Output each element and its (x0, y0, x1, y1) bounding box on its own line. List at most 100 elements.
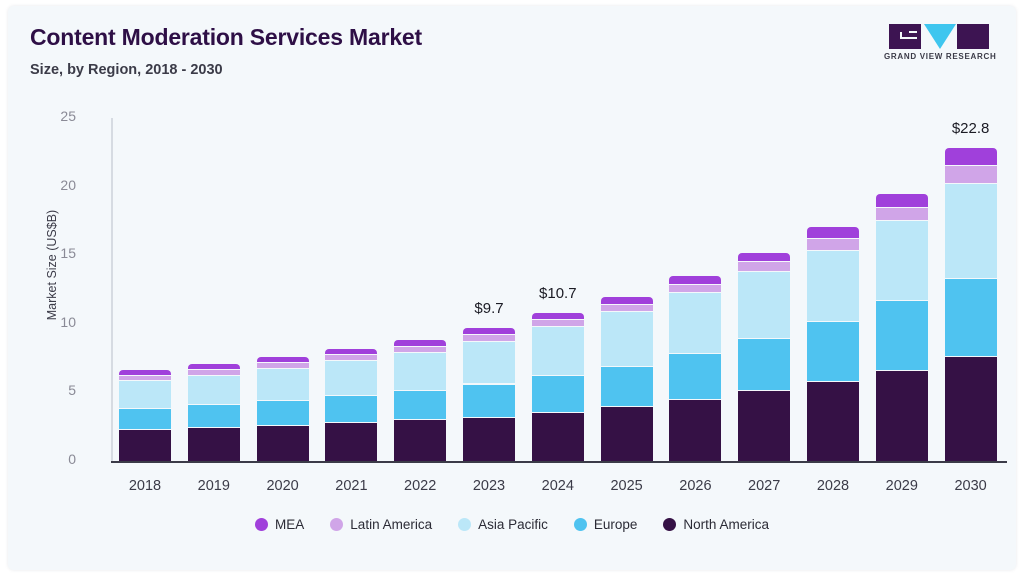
bar-segment[interactable] (119, 370, 171, 376)
bar-segment[interactable] (944, 277, 997, 357)
bar-segment[interactable] (187, 369, 240, 375)
bar-segment[interactable] (119, 380, 171, 408)
bar-segment[interactable] (738, 338, 791, 391)
bar-segment[interactable] (463, 340, 515, 384)
bar-segment[interactable] (531, 411, 584, 461)
bar-segment[interactable] (394, 351, 447, 391)
bar-segment[interactable] (394, 419, 447, 461)
legend-label: Asia Pacific (478, 517, 548, 532)
bar-segment[interactable] (669, 284, 722, 293)
bar-segment[interactable] (256, 356, 309, 363)
bar-group[interactable] (738, 253, 791, 461)
bar-group[interactable] (119, 370, 171, 461)
bar-group[interactable] (187, 364, 240, 461)
bar-segment[interactable] (531, 375, 584, 412)
legend-item[interactable]: MEA (255, 517, 304, 532)
bar-group[interactable] (944, 148, 997, 461)
bar-segment[interactable] (325, 421, 378, 461)
logo-block-left-icon (889, 24, 921, 49)
bar-segment[interactable] (669, 276, 722, 285)
bar-segment[interactable] (531, 312, 584, 319)
bar-segment[interactable] (531, 325, 584, 376)
bar-segment[interactable] (463, 383, 515, 418)
bar-segment[interactable] (325, 360, 378, 396)
bar-segment[interactable] (325, 348, 378, 354)
bar-segment[interactable] (531, 319, 584, 326)
bar-group[interactable] (463, 327, 515, 461)
x-tick-label: 2030 (954, 478, 987, 494)
bar-segment[interactable] (600, 297, 653, 304)
bar-segment[interactable] (119, 407, 171, 430)
bar-segment[interactable] (807, 381, 859, 461)
bar-segment[interactable] (394, 390, 447, 420)
bar-group[interactable] (875, 194, 928, 461)
legend-label: MEA (275, 517, 305, 532)
bar-segment[interactable] (119, 375, 171, 381)
bar-segment[interactable] (600, 303, 653, 312)
x-tick-label: 2018 (128, 478, 162, 494)
bar-segment[interactable] (875, 194, 928, 207)
bar-segment[interactable] (463, 334, 515, 341)
bar-segment[interactable] (394, 340, 447, 346)
bar-segment[interactable] (738, 271, 791, 339)
bar-segment[interactable] (738, 261, 791, 271)
bar-segment[interactable] (463, 417, 515, 461)
bar-group[interactable] (807, 227, 859, 461)
y-tick-label: 15 (60, 245, 76, 262)
bar-segment[interactable] (738, 253, 791, 262)
bar-group[interactable] (325, 348, 378, 461)
bar-value-label: $10.7 (539, 284, 577, 302)
bar-segment[interactable] (944, 165, 997, 184)
bar-segment[interactable] (325, 354, 378, 361)
bar-group[interactable] (256, 356, 309, 461)
legend-item[interactable]: Asia Pacific (458, 517, 548, 532)
bar-segment[interactable] (187, 427, 240, 461)
legend-item[interactable]: North America (663, 517, 769, 532)
bar-segment[interactable] (944, 356, 997, 461)
bar-segment[interactable] (807, 250, 859, 322)
bar-segment[interactable] (600, 406, 653, 461)
legend-item[interactable]: Europe (573, 517, 637, 532)
bar-segment[interactable] (600, 365, 653, 407)
bar-segment[interactable] (875, 300, 928, 370)
bar-segment[interactable] (394, 345, 447, 352)
y-tick-label: 0 (68, 451, 76, 467)
bar-segment[interactable] (669, 353, 722, 399)
bar-segment[interactable] (669, 292, 722, 354)
bar-group[interactable] (600, 297, 653, 461)
x-tick-label: 2029 (885, 478, 918, 494)
bar-group[interactable] (531, 312, 584, 461)
legend-swatch-icon (573, 518, 587, 531)
bar-segment[interactable] (738, 390, 791, 461)
bar-segment[interactable] (807, 238, 859, 251)
bar-segment[interactable] (944, 183, 997, 278)
bar-segment[interactable] (187, 374, 240, 405)
bar-segment[interactable] (119, 429, 171, 461)
y-tick-label: 20 (60, 176, 76, 193)
bar-segment[interactable] (669, 398, 722, 461)
bar-segment[interactable] (875, 206, 928, 221)
bar-segment[interactable] (600, 311, 653, 366)
legend-swatch-icon (255, 518, 269, 531)
bar-segment[interactable] (187, 364, 240, 370)
bar-segment[interactable] (325, 395, 378, 422)
legend-item[interactable]: Latin America (330, 517, 432, 532)
bar-segment[interactable] (256, 399, 309, 426)
bar-value-label: $9.7 (474, 299, 504, 317)
bar-segment[interactable] (875, 220, 928, 301)
bar-segment[interactable] (875, 369, 928, 461)
bar-segment[interactable] (187, 404, 240, 428)
page-subtitle: Size, by Region, 2018 - 2030 (30, 62, 223, 78)
bar-segment[interactable] (256, 367, 309, 400)
bar-group[interactable] (394, 340, 447, 461)
bar-segment[interactable] (807, 321, 859, 382)
bar-segment[interactable] (463, 327, 515, 335)
x-tick-label: 2025 (610, 478, 643, 494)
x-tick-label: 2021 (335, 478, 368, 494)
bar-segment[interactable] (807, 227, 859, 239)
bar-segment[interactable] (256, 425, 309, 461)
bar-segment[interactable] (944, 148, 997, 166)
bar-segment[interactable] (256, 362, 309, 368)
bar-group[interactable] (669, 276, 722, 461)
